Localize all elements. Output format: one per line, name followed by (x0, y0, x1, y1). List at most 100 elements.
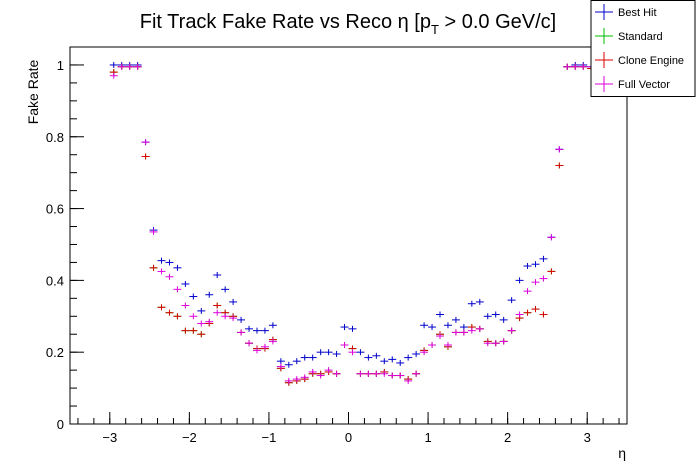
data-point (229, 315, 238, 322)
chart-title-subscript: T (431, 22, 439, 37)
data-point (141, 139, 150, 146)
data-point (308, 354, 317, 361)
data-point (555, 146, 564, 153)
data-point (213, 271, 222, 278)
data-point (276, 363, 285, 370)
data-point (356, 349, 365, 356)
data-point (428, 342, 437, 349)
legend-entry: Standard (595, 28, 663, 44)
y-tick-label: 1 (57, 58, 64, 73)
data-point (221, 313, 230, 320)
data-point (245, 325, 254, 332)
data-point (324, 349, 333, 356)
data-point (467, 327, 476, 334)
data-point (189, 293, 198, 300)
data-point (229, 298, 238, 305)
y-tick-label: 0.2 (46, 345, 64, 360)
data-point (268, 322, 277, 329)
data-point (563, 63, 572, 70)
y-tick-label: 0.6 (46, 202, 64, 217)
y-tick-label: 0.8 (46, 130, 64, 145)
data-point (213, 309, 222, 316)
x-axis-label: η (618, 445, 626, 461)
data-point (372, 352, 381, 359)
data-point (125, 63, 134, 70)
data-point (531, 279, 540, 286)
data-point (483, 313, 492, 320)
data-point (475, 325, 484, 332)
data-point (428, 324, 437, 331)
data-point (451, 316, 460, 323)
data-point (181, 327, 190, 334)
data-point (260, 327, 269, 334)
data-point (499, 338, 508, 345)
data-point (173, 286, 182, 293)
data-point (523, 309, 532, 316)
data-point (483, 340, 492, 347)
data-point (491, 340, 500, 347)
data-point (539, 255, 548, 262)
data-point (213, 302, 222, 309)
data-point (189, 327, 198, 334)
data-point (499, 316, 508, 323)
y-axis: 0 0.2 0.4 0.6 0.8 1 (46, 58, 84, 432)
data-point (292, 376, 301, 383)
data-point (284, 361, 293, 368)
legend-entry: Clone Engine (595, 52, 684, 68)
data-point (356, 370, 365, 377)
data-point (523, 288, 532, 295)
data-point (181, 280, 190, 287)
data-point (340, 342, 349, 349)
data-point (300, 354, 309, 361)
data-point (364, 354, 373, 361)
data-point (284, 377, 293, 384)
data-point (380, 358, 389, 365)
data-point (515, 311, 524, 318)
data-point (547, 234, 556, 241)
data-point (332, 370, 341, 377)
data-point (260, 343, 269, 350)
data-point (253, 347, 261, 354)
data-series (109, 61, 596, 386)
data-point (205, 318, 214, 325)
data-point (539, 311, 548, 318)
data-point (109, 72, 118, 79)
x-tick-label: 1 (424, 430, 431, 445)
legend-label: Standard (618, 31, 663, 43)
data-point (197, 320, 206, 327)
data-point (316, 372, 325, 379)
data-point (507, 327, 516, 334)
data-point (420, 322, 429, 329)
x-axis: −3 −2 −1 0 1 2 3 (77, 412, 620, 445)
data-point (173, 313, 182, 320)
x-tick-label: −1 (262, 430, 277, 445)
data-point (531, 261, 540, 268)
x-tick-label: −3 (102, 430, 117, 445)
data-point (133, 63, 142, 70)
data-point (237, 316, 246, 323)
x-tick-label: 3 (584, 430, 591, 445)
data-point (436, 311, 444, 318)
data-point (149, 264, 158, 271)
data-point (292, 358, 301, 365)
data-point (451, 329, 460, 336)
data-point (420, 349, 429, 356)
data-point (547, 268, 556, 275)
data-point (189, 313, 198, 320)
y-axis-label: Fake Rate (25, 59, 41, 124)
data-point (117, 63, 126, 70)
data-point (197, 331, 206, 338)
data-point (253, 327, 261, 334)
data-point (173, 264, 182, 271)
data-point (491, 311, 500, 318)
data-point (141, 153, 150, 160)
data-point (165, 309, 174, 316)
chart-title: Fit Track Fake Rate vs Reco η [pT > 0.0 … (140, 11, 556, 37)
data-point (459, 329, 468, 336)
data-point (396, 372, 405, 379)
data-point (276, 358, 285, 365)
y-tick-label: 0 (57, 417, 64, 432)
data-point (157, 304, 166, 311)
